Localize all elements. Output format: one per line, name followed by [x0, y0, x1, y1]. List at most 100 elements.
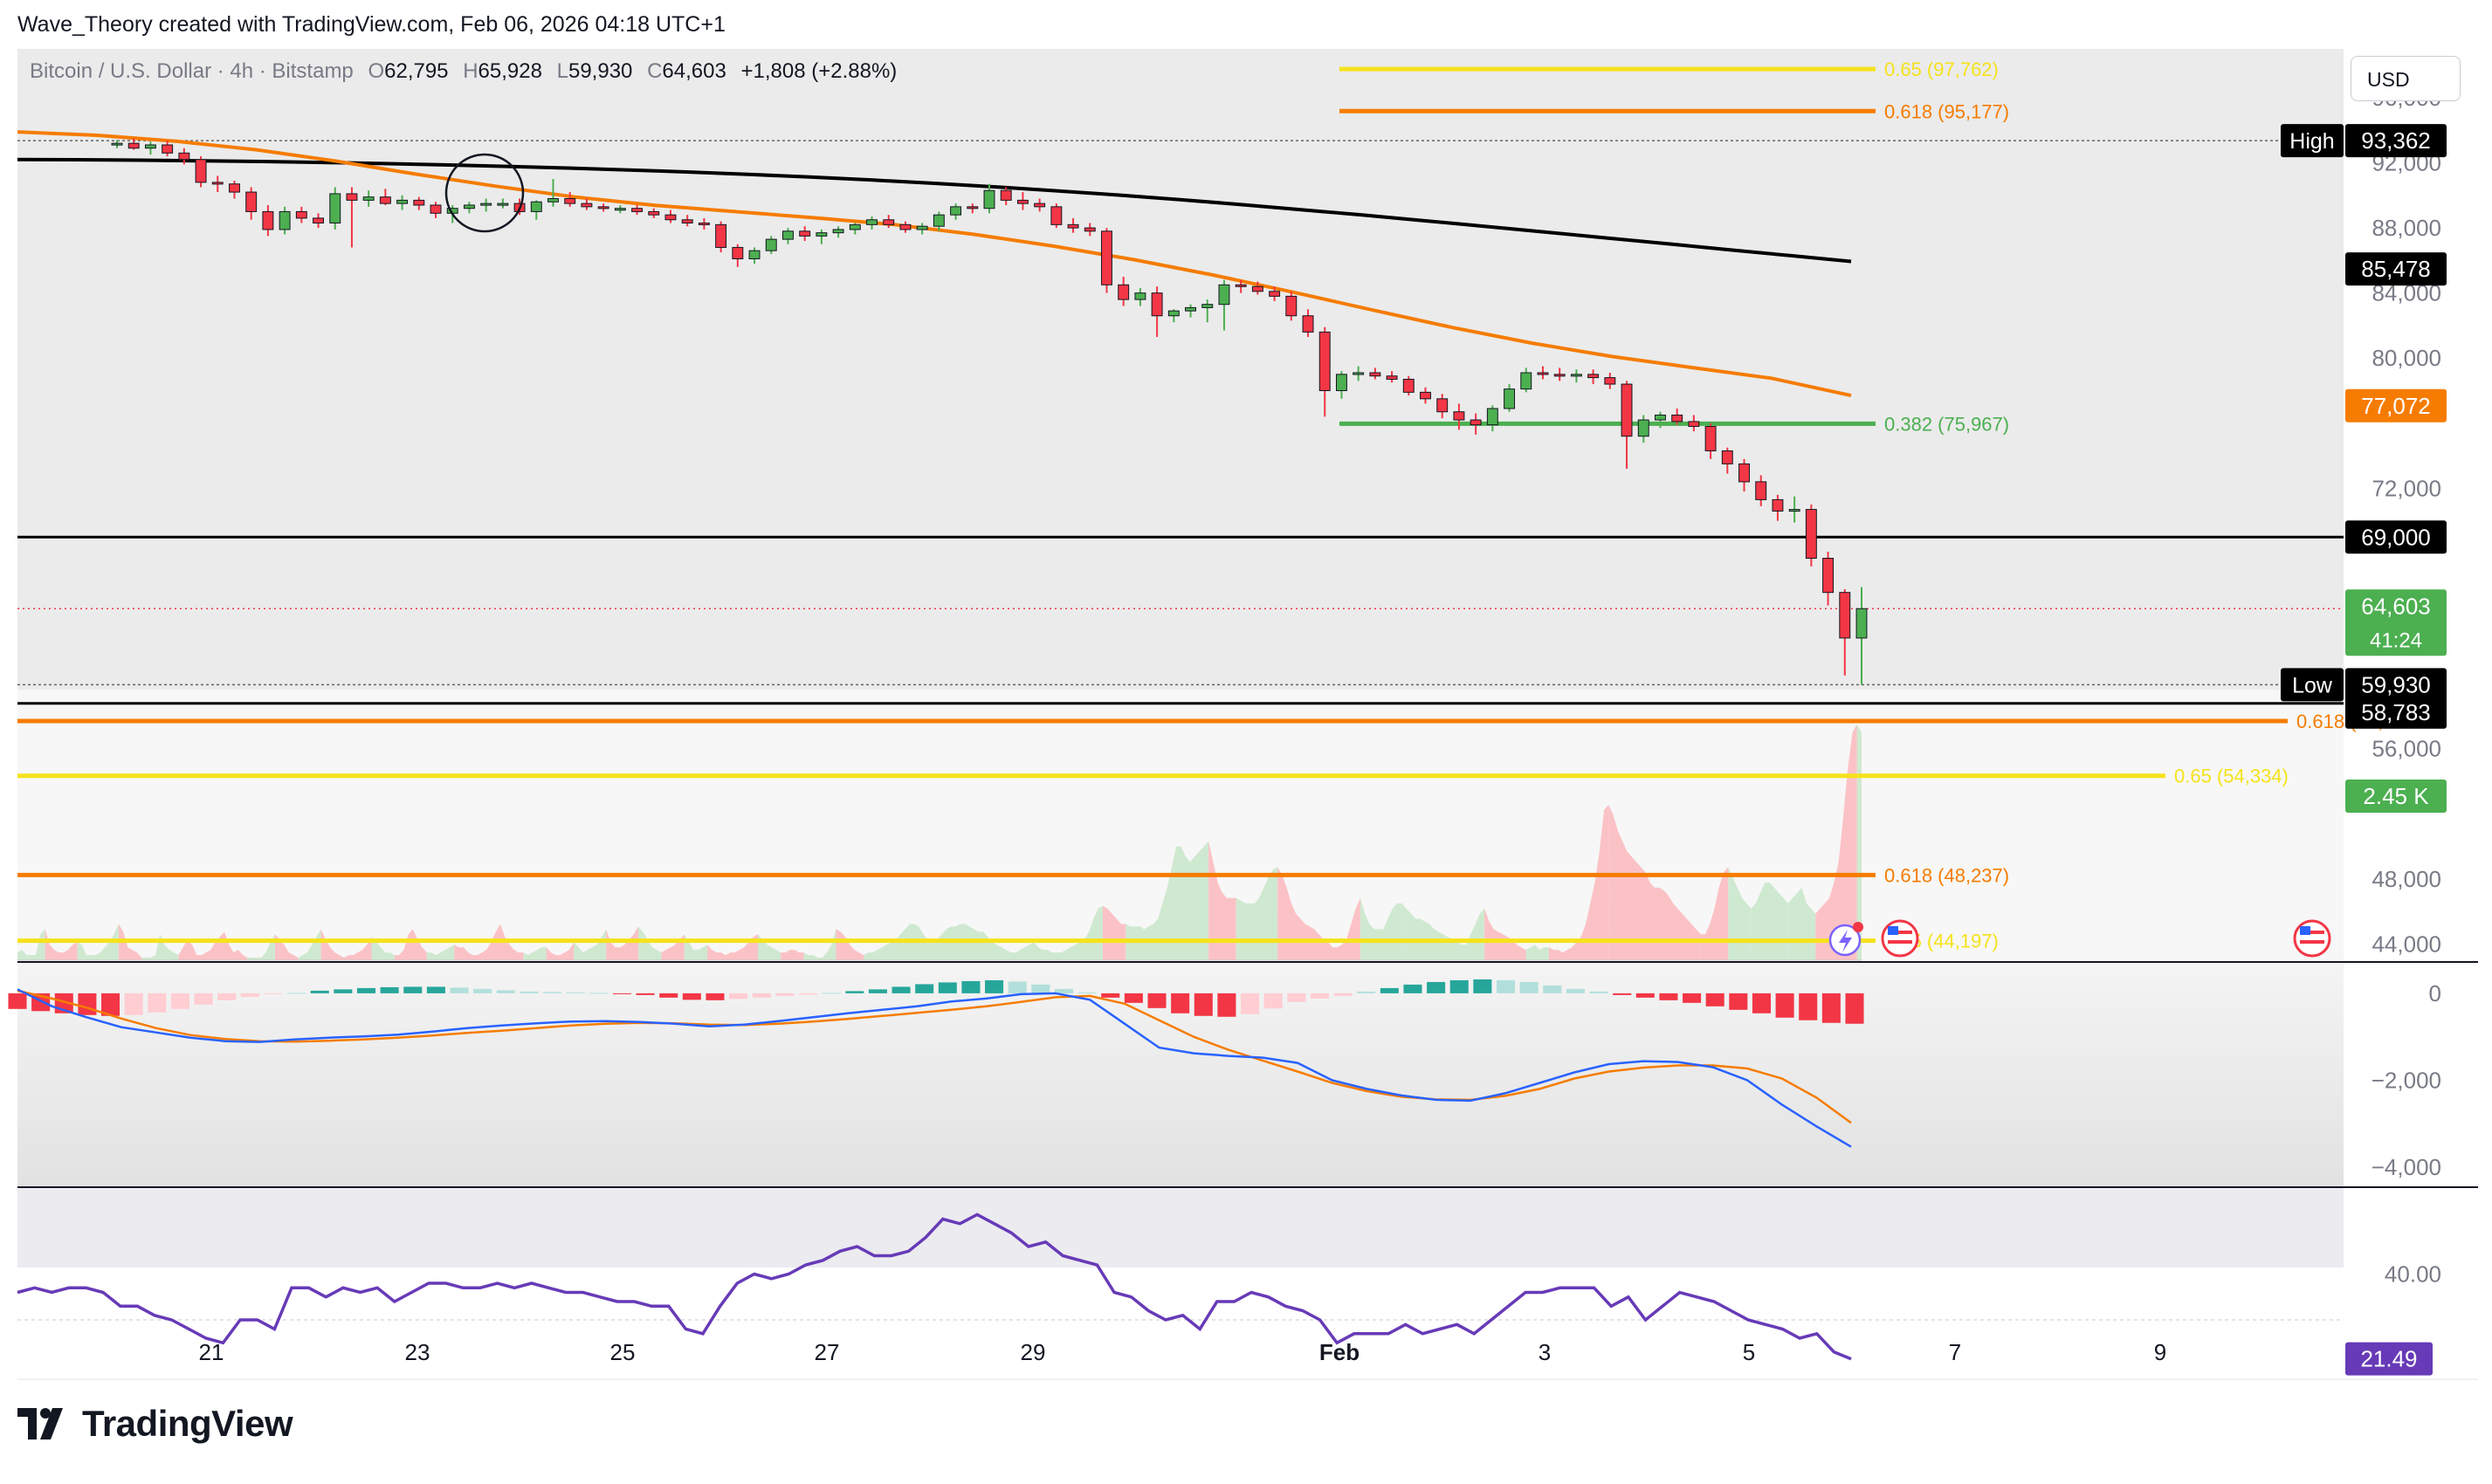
candle-body[interactable] — [413, 199, 425, 206]
candle-body[interactable] — [916, 225, 928, 230]
macd-line[interactable] — [17, 988, 1852, 1148]
candle-body[interactable] — [1621, 383, 1633, 437]
candle-body[interactable] — [430, 204, 442, 214]
candle-body[interactable] — [463, 204, 475, 210]
candle-body[interactable] — [1704, 426, 1717, 451]
candle-body[interactable] — [1420, 391, 1431, 400]
candle-body[interactable] — [1151, 292, 1163, 317]
candle-body[interactable] — [1453, 411, 1465, 421]
candle-body[interactable] — [1805, 509, 1817, 560]
candle-body[interactable] — [1269, 291, 1281, 297]
candle-body[interactable] — [1386, 375, 1398, 380]
candle-body[interactable] — [295, 210, 307, 219]
candle-body[interactable] — [1285, 295, 1298, 317]
currency-button[interactable]: USD — [2351, 56, 2461, 101]
candle-body[interactable] — [1855, 608, 1868, 639]
candle-body[interactable] — [631, 208, 644, 212]
candle-body[interactable] — [1839, 592, 1851, 639]
candle-body[interactable] — [1101, 230, 1112, 285]
candle-body[interactable] — [799, 230, 811, 237]
candle-body[interactable] — [1637, 419, 1649, 437]
candle-body[interactable] — [614, 208, 626, 211]
candle-body[interactable] — [1822, 558, 1835, 594]
candle-body[interactable] — [229, 183, 240, 193]
candle-body[interactable] — [313, 217, 324, 223]
candle-body[interactable] — [1084, 227, 1096, 232]
candle-body[interactable] — [1655, 414, 1666, 421]
macd-signal-line[interactable] — [17, 989, 1852, 1124]
candle-body[interactable] — [1688, 421, 1700, 428]
candle-body[interactable] — [279, 210, 291, 230]
candle-body[interactable] — [950, 206, 962, 216]
candle-body[interactable] — [1486, 408, 1498, 426]
candle-body[interactable] — [530, 201, 542, 212]
candle-body[interactable] — [480, 203, 492, 206]
candle-body[interactable] — [1587, 374, 1600, 379]
candle-body[interactable] — [162, 144, 174, 154]
candle-body[interactable] — [1302, 315, 1314, 333]
candle-body[interactable] — [899, 223, 912, 230]
candle-body[interactable] — [765, 238, 777, 251]
candle-body[interactable] — [178, 152, 190, 161]
ema-50-line[interactable] — [17, 130, 1852, 398]
candle-body[interactable] — [1553, 374, 1566, 377]
candle-body[interactable] — [1185, 306, 1196, 312]
candle-body[interactable] — [983, 189, 995, 210]
candle-body[interactable] — [581, 203, 593, 208]
candle-body[interactable] — [1721, 450, 1733, 464]
candle-body[interactable] — [698, 222, 710, 225]
candle-body[interactable] — [1470, 419, 1482, 426]
candle-body[interactable] — [1570, 374, 1582, 377]
candle-body[interactable] — [497, 203, 509, 206]
candle-body[interactable] — [195, 159, 207, 183]
candle-body[interactable] — [1318, 331, 1331, 391]
candle-body[interactable] — [245, 191, 258, 212]
rsi-line[interactable] — [17, 1213, 1852, 1361]
candle-body[interactable] — [1118, 284, 1130, 300]
candle-body[interactable] — [127, 142, 140, 149]
candle-body[interactable] — [648, 210, 660, 216]
candle-body[interactable] — [1167, 310, 1180, 317]
candle-body[interactable] — [262, 210, 274, 230]
candle-body[interactable] — [1201, 304, 1214, 308]
candle-body[interactable] — [1050, 206, 1063, 225]
candle-body[interactable] — [1067, 223, 1079, 229]
ema-200-line[interactable] — [17, 157, 1852, 264]
candle-body[interactable] — [1235, 284, 1247, 287]
candle-body[interactable] — [933, 214, 945, 227]
candle-body[interactable] — [1016, 199, 1029, 204]
candle-body[interactable] — [1218, 284, 1230, 306]
candle-body[interactable] — [715, 223, 727, 248]
candle-body[interactable] — [1335, 374, 1347, 392]
candle-body[interactable] — [1788, 509, 1800, 512]
candle-body[interactable] — [1436, 398, 1449, 413]
candle-body[interactable] — [1134, 292, 1146, 300]
candle-body[interactable] — [1671, 414, 1683, 423]
candle-body[interactable] — [379, 196, 391, 204]
candle-body[interactable] — [1251, 285, 1263, 292]
candle-body[interactable] — [782, 230, 794, 240]
candle-body[interactable] — [732, 246, 744, 259]
symbol-name[interactable]: Bitcoin / U.S. Dollar · 4h · Bitstamp — [30, 59, 354, 83]
candle-body[interactable] — [681, 219, 693, 223]
candle-body[interactable] — [1537, 372, 1549, 375]
candle-body[interactable] — [1369, 372, 1381, 377]
candle-body[interactable] — [346, 193, 358, 201]
candle-body[interactable] — [816, 232, 828, 237]
candle-body[interactable] — [396, 199, 409, 204]
candle-body[interactable] — [832, 229, 844, 234]
candle-body[interactable] — [211, 182, 224, 185]
candle-body[interactable] — [144, 144, 156, 149]
candle-body[interactable] — [1520, 372, 1532, 390]
candle-body[interactable] — [883, 219, 895, 225]
candle-body[interactable] — [564, 198, 576, 204]
symbol-legend[interactable]: Bitcoin / U.S. Dollar · 4h · Bitstamp O6… — [30, 59, 897, 84]
candle-body[interactable] — [329, 193, 341, 223]
candle-body[interactable] — [1353, 372, 1365, 375]
candle-body[interactable] — [664, 214, 677, 221]
candle-body[interactable] — [849, 223, 861, 230]
candle-body[interactable] — [1772, 498, 1784, 512]
candle-body[interactable] — [866, 219, 878, 225]
candle-body[interactable] — [748, 250, 761, 259]
candle-body[interactable] — [1604, 377, 1616, 385]
